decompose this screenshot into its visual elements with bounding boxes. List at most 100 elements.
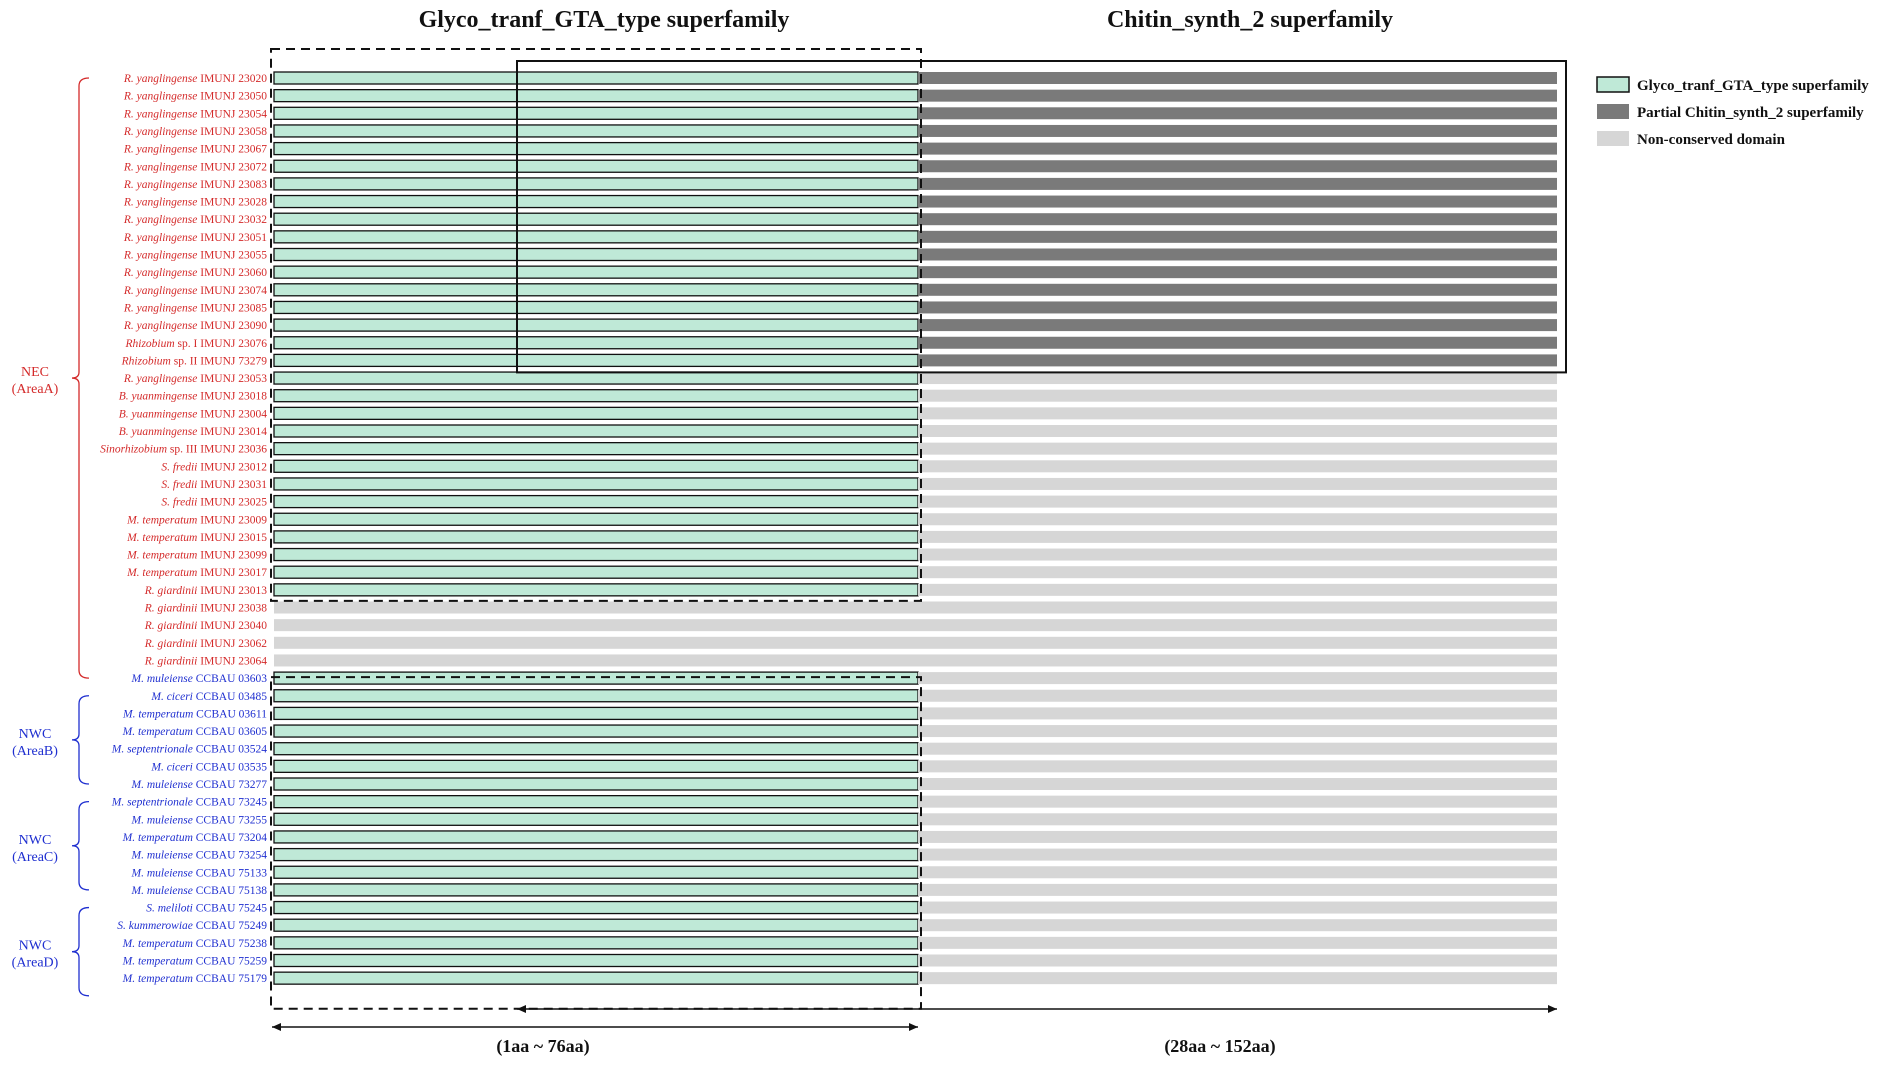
species-name: B. yuanmingense xyxy=(119,408,198,420)
chitin-domain-bar xyxy=(918,283,1557,296)
strain-row: S. kummerowiae CCBAU 75249 xyxy=(117,918,1557,932)
strain-label: R. yanglingense IMUNJ 23032 xyxy=(123,214,267,226)
species-name: R. yanglingense xyxy=(123,232,197,244)
gta-domain-bar xyxy=(273,494,919,509)
nonconserved-domain-bar xyxy=(274,636,1557,649)
species-name: M. ciceri xyxy=(150,761,193,773)
chitin-domain-bar xyxy=(918,195,1557,208)
strain-id: IMUNJ 23015 xyxy=(197,532,267,544)
species-name: M. muleiense xyxy=(131,885,193,897)
nonconserved-domain-bar xyxy=(918,530,1557,543)
gta-domain-bar xyxy=(273,530,919,544)
strain-id: CCBAU 03524 xyxy=(193,744,267,756)
group-3: NWC (AreaD) xyxy=(12,906,90,997)
nonconserved-domain-bar xyxy=(918,813,1557,826)
strain-label: R. yanglingense IMUNJ 23058 xyxy=(123,126,267,138)
strain-row: S. meliloti CCBAU 75245 xyxy=(146,900,1557,915)
strain-row: R. yanglingense IMUNJ 23054 xyxy=(123,106,1557,120)
strain-label: R. yanglingense IMUNJ 23053 xyxy=(123,373,267,385)
strain-row: M. temperatum CCBAU 75259 xyxy=(122,953,1557,968)
nonconserved-domain-bar xyxy=(918,919,1557,932)
strain-label: R. giardinii IMUNJ 23064 xyxy=(144,655,267,667)
nonconserved-domain-bar xyxy=(918,901,1557,914)
gta-domain-bar xyxy=(273,424,919,438)
gta-domain-bar xyxy=(273,565,919,579)
strain-id: CCBAU 75133 xyxy=(193,867,267,879)
strain-label: S. meliloti CCBAU 75245 xyxy=(146,903,267,915)
species-name: M. temperatum xyxy=(126,550,197,562)
species-name: Rhizobium xyxy=(121,355,171,367)
strain-row: R. yanglingense IMUNJ 23074 xyxy=(123,283,1557,297)
species-name: M. muleiense xyxy=(131,673,193,685)
species-name: M. temperatum xyxy=(122,973,193,985)
gta-domain-bar xyxy=(273,953,919,968)
strain-id: IMUNJ 23085 xyxy=(197,302,267,314)
strain-id: CCBAU 75138 xyxy=(193,885,267,897)
strain-id: IMUNJ 23018 xyxy=(197,391,267,403)
strain-row: M. temperatum CCBAU 75179 xyxy=(122,971,1557,985)
nonconserved-domain-bar xyxy=(918,513,1557,526)
species-name: S. meliloti xyxy=(146,903,193,915)
chitin-domain-bar xyxy=(918,336,1557,349)
gta-domain-bar xyxy=(273,795,919,809)
nonconserved-domain-bar xyxy=(918,372,1557,385)
strain-id: CCBAU 03605 xyxy=(193,726,267,738)
strain-label: M. temperatum IMUNJ 23015 xyxy=(126,532,267,544)
group-label-region: NWC xyxy=(19,833,52,848)
gta-domain-bar xyxy=(273,689,919,703)
chitin-domain-bar xyxy=(918,177,1557,190)
strain-label: M. temperatum CCBAU 75238 xyxy=(122,938,268,950)
strain-label: R. yanglingense IMUNJ 23051 xyxy=(123,232,267,244)
gta-domain-bar xyxy=(273,847,919,862)
nonconserved-domain-bar xyxy=(274,654,1557,667)
strain-label: M. muleiense CCBAU 73277 xyxy=(131,779,268,791)
species-name: R. yanglingense xyxy=(123,250,197,262)
species-name: M. temperatum xyxy=(122,956,193,968)
legend-label-nonconserved: Non-conserved domain xyxy=(1637,132,1786,148)
nonconserved-domain-bar xyxy=(918,707,1557,720)
gta-domain-bar xyxy=(273,89,919,103)
strain-id: CCBAU 75179 xyxy=(193,973,267,985)
strain-label: R. yanglingense IMUNJ 23054 xyxy=(123,108,267,120)
strain-label: R. giardinii IMUNJ 23062 xyxy=(144,638,267,650)
gta-domain-bar xyxy=(273,265,919,279)
strain-row: R. giardinii IMUNJ 23040 xyxy=(144,619,1557,632)
strain-label: M. ciceri CCBAU 03535 xyxy=(150,761,267,773)
strain-row: R. yanglingense IMUNJ 23085 xyxy=(123,300,1557,315)
range-label-right: (28aa ~ 152aa) xyxy=(1164,1036,1275,1057)
chitin-domain-bar xyxy=(918,107,1557,120)
strain-id: CCBAU 73254 xyxy=(193,850,267,862)
strain-row: M. ciceri CCBAU 03535 xyxy=(150,759,1557,773)
species-name: M. ciceri xyxy=(150,691,193,703)
strain-row: R. yanglingense IMUNJ 23053 xyxy=(123,371,1557,385)
gta-domain-bar xyxy=(273,300,919,315)
legend-swatch-nonconserved xyxy=(1597,131,1629,146)
strain-label: R. yanglingense IMUNJ 23072 xyxy=(123,161,267,173)
strain-row: M. temperatum CCBAU 73204 xyxy=(122,830,1557,844)
strain-row: R. yanglingense IMUNJ 23060 xyxy=(123,265,1557,279)
gta-domain-bar xyxy=(273,477,919,491)
strain-row: M. temperatum IMUNJ 23009 xyxy=(126,512,1557,526)
strain-id: IMUNJ 23036 xyxy=(197,444,267,456)
species-name: R. yanglingense xyxy=(123,267,197,279)
nonconserved-domain-bar xyxy=(918,972,1557,985)
strain-id: IMUNJ 23031 xyxy=(197,479,267,491)
strain-label: S. fredii IMUNJ 23012 xyxy=(161,461,267,473)
nonconserved-domain-bar xyxy=(918,460,1557,473)
group-2: NWC (AreaC) xyxy=(12,801,90,891)
group-0: NEC (AreaA) xyxy=(12,77,90,679)
species-name: R. giardinii xyxy=(144,585,198,597)
strain-label: M. muleiense CCBAU 75138 xyxy=(131,885,268,897)
strain-row: M. septentrionale CCBAU 73245 xyxy=(111,795,1557,809)
strain-label: M. temperatum CCBAU 75179 xyxy=(122,973,268,985)
gta-domain-bar xyxy=(273,406,919,421)
strain-row: M. temperatum IMUNJ 23099 xyxy=(126,547,1557,562)
group-label-region: NWC xyxy=(19,727,52,742)
strain-label: R. yanglingense IMUNJ 23050 xyxy=(123,91,267,103)
gta-domain-bar xyxy=(273,194,919,209)
strain-row: M. muleiense CCBAU 75138 xyxy=(131,883,1557,897)
legend: Glyco_tranf_GTA_type superfamily Partial … xyxy=(1596,76,1869,148)
gta-domain-bar xyxy=(273,724,919,738)
strain-label: B. yuanmingense IMUNJ 23014 xyxy=(119,426,267,438)
